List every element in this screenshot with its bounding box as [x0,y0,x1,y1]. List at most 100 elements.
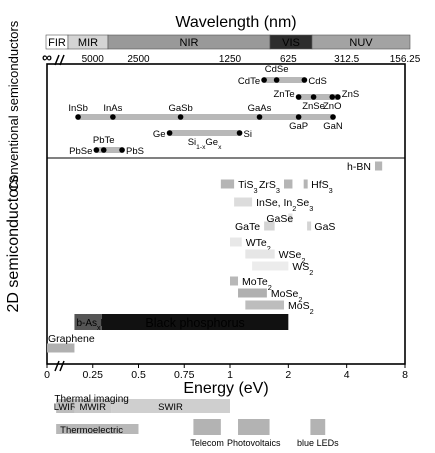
wavelength-ticks: ∞ 5000 2500 1250 625 312.5 156.25 [42,49,421,65]
label-wte2: WTe2 [246,237,271,253]
two-d-semiconductors: h-BN TiS3 ZrS3 HfS3 InSe, In2Se3 GaTe GaSe GaS W… [47,161,383,353]
label-zrs3: ZrS3 [259,179,280,195]
label-gate: GaTe [235,221,260,233]
app-label-photovoltaics: Photovoltaics [227,438,281,448]
label-h-bn: h-BN [347,161,371,173]
region-label-nuv: NUV [349,37,373,49]
label-cdte: CdTe [238,76,260,87]
point-gasb [177,114,184,120]
label-cds: CdS [308,76,326,87]
label-wse2: WSe2 [279,249,306,265]
wavelength-axis-title: Wavelength (nm) [175,14,296,31]
label-cdse: CdSe [265,64,289,75]
label-pbs: PbS [126,146,144,157]
conventional-range-bar [166,130,243,136]
label-gas: GaS [314,221,335,233]
wavelength-tick-label: 625 [280,54,297,65]
point-znse [310,94,317,100]
energy-tick-label: 0.25 [83,369,104,381]
conventional-range-bar [261,77,308,83]
point-zno [329,94,336,100]
energy-tick-label: 0.5 [131,369,146,381]
app-label-mwir: MWIR [80,402,107,413]
point-inas [110,114,116,120]
point-si [236,130,243,136]
label-mos2: MoS2 [288,300,314,316]
label-zns: ZnS [342,89,359,100]
bar-wse2 [245,249,275,259]
bar-zrs3 [284,179,293,189]
bar-mote2 [230,276,239,286]
region-label-fir: FIR [48,37,66,49]
app-label-thermoelectric: Thermoelectric [60,425,123,436]
app-bar-telecom [193,419,221,435]
bar-ws2 [252,261,289,271]
label-gaas: GaAs [248,103,272,114]
label-gap: GaP [289,121,308,132]
plot-border [46,63,406,365]
conventional-range-bar [295,94,341,100]
bar-hfs3 [303,179,308,189]
app-label-swir: SWIR [158,402,183,413]
point-gan [330,114,336,120]
region-label-vis: VIS [282,37,300,49]
app-bar-lwir [56,399,75,413]
label-zno: ZnO [323,101,341,112]
label-si: Si [244,129,252,140]
app-bar-mwir [74,399,112,413]
point-cds [301,77,308,83]
region-nuv [311,34,411,50]
conventional-range-bar [75,114,336,120]
point-gaas [256,114,263,120]
label-mose2: MoSe2 [271,288,303,304]
two-d-section-title: 2D semiconductors [5,176,22,313]
conventional-range-bar [93,147,126,153]
bar-b-asxp1-x [74,314,102,330]
app-bar-blue-leds [310,419,326,435]
energy-tick-label: 0.75 [174,369,195,381]
wavelength-regions: FIR MIR NIR VIS NUV [45,34,411,50]
bar-gate [264,221,275,231]
bar-h-bn [374,161,383,171]
point-insb [75,114,81,120]
label-znse: ZnSe [302,101,325,112]
label-mote2: MoTe2 [242,276,272,292]
wavelength-tick-label: 5000 [82,54,105,65]
wavelength-tick-label: 156.25 [390,54,421,65]
wavelength-tick-label: ∞ [42,49,52,65]
app-bar-photovoltaics [238,419,270,435]
bar-gas [307,221,312,231]
bar-wte2 [230,237,242,247]
label-gasb: GaSb [168,103,192,114]
energy-tick-label: 4 [344,369,350,381]
bar-graphene [47,343,75,353]
energy-tick-label: 2 [285,369,291,381]
label-ws2: WS2 [292,261,313,277]
label-thermal-imaging: Thermal imaging [54,394,128,405]
app-label-lwir: LWIR [54,402,77,413]
energy-ticks: 0 0.25 0.5 0.75 1 2 4 8 [44,364,408,381]
wavelength-tick-label: 2500 [127,54,150,65]
bar-mose2 [238,288,267,298]
bar-tis3 [220,179,235,189]
app-label-telecom: Telecom [190,438,224,448]
axis-break-mark [54,360,65,372]
label-insb: InSb [68,103,88,114]
label-gase: GaSe [266,213,293,225]
label-pbse: PbSe [69,146,92,157]
axis-break-mark [54,54,65,66]
label-inse-in2se3: InSe, In2Se3 [256,197,313,213]
energy-tick-label: 8 [402,369,408,381]
applications: LWIR MWIR SWIR Thermal imaging Thermoelectri… [54,394,339,448]
bar-black-phosphorus [101,314,289,330]
energy-tick-label: 0 [44,369,50,381]
plot-frame [46,54,406,372]
label-pbte: PbTe [93,135,115,146]
wavelength-tick-label: 312.5 [334,54,359,65]
point-pbte [100,147,107,153]
conventional-section-title: Conventional semiconductors [6,20,21,191]
energy-axis-title: Energy (eV) [183,380,268,397]
label-black-phosphorus: Black phosphorus [145,316,244,330]
